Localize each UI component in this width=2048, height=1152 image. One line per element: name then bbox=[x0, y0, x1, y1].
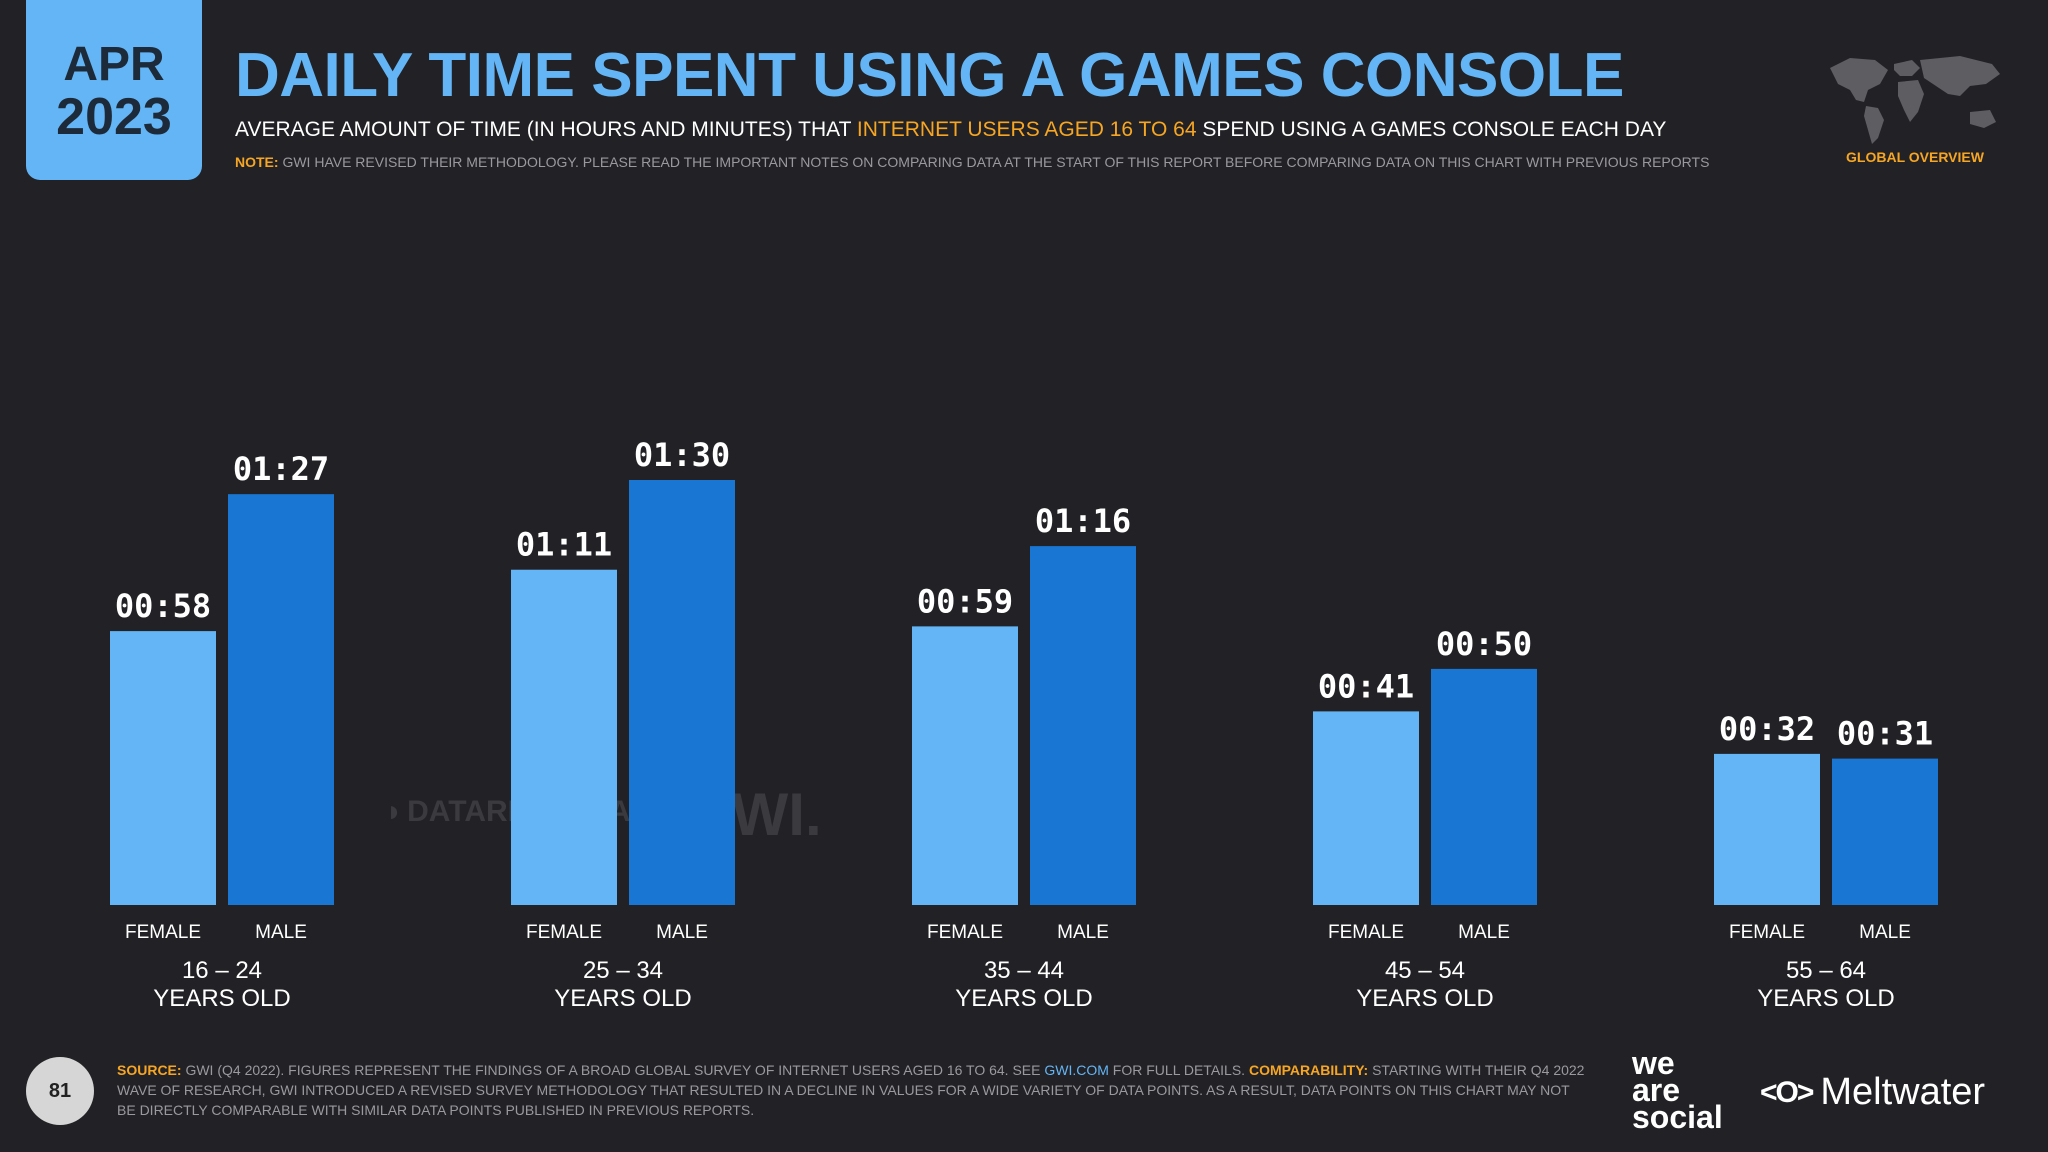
series-label-female-0: FEMALE bbox=[125, 922, 201, 943]
data-label-female-3: 00:41 bbox=[1318, 667, 1414, 705]
methodology-note: NOTE: GWI HAVE REVISED THEIR METHODOLOGY… bbox=[235, 154, 1709, 170]
subtitle-pre: AVERAGE AMOUNT OF TIME (IN HOURS AND MIN… bbox=[235, 118, 857, 141]
chart-subtitle: AVERAGE AMOUNT OF TIME (IN HOURS AND MIN… bbox=[235, 118, 1666, 142]
meltwater-mark-icon: <O> bbox=[1760, 1075, 1814, 1109]
series-label-female-1: FEMALE bbox=[526, 922, 602, 943]
series-label-male-0: MALE bbox=[255, 922, 307, 943]
source-label: SOURCE: bbox=[117, 1062, 182, 1078]
data-label-female-4: 00:32 bbox=[1719, 710, 1815, 748]
badge-year: 2023 bbox=[56, 88, 172, 146]
category-label-4-1: YEARS OLD bbox=[1757, 985, 1894, 1012]
subtitle-post: SPEND USING A GAMES CONSOLE EACH DAY bbox=[1196, 118, 1667, 141]
comparability-label: COMPARABILITY: bbox=[1248, 1062, 1369, 1078]
series-label-male-4: MALE bbox=[1859, 922, 1911, 943]
badge-month: APR bbox=[63, 38, 165, 91]
datareportal-logo-icon: ◗ bbox=[385, 795, 404, 828]
source-body-2: FOR FULL DETAILS. bbox=[1108, 1062, 1249, 1078]
category-label-1-1: YEARS OLD bbox=[554, 985, 691, 1012]
category-label-4-0: 55 – 64 bbox=[1786, 957, 1866, 984]
logo-word-social: social bbox=[1632, 1099, 1723, 1135]
bar-female-4 bbox=[1714, 753, 1820, 905]
world-map-icon bbox=[1830, 56, 2000, 144]
data-label-male-3: 00:50 bbox=[1436, 625, 1532, 663]
category-label-3-0: 45 – 54 bbox=[1385, 957, 1465, 984]
series-label-male-3: MALE bbox=[1458, 922, 1510, 943]
category-label-0-1: YEARS OLD bbox=[153, 985, 290, 1012]
comparability-text: STARTING WITH THEIR Q4 2022 WAVE OF RESE… bbox=[117, 1062, 1585, 1118]
date-badge: APR 2023 bbox=[26, 0, 202, 180]
bar-male-2 bbox=[1030, 546, 1136, 905]
category-label-2-0: 35 – 44 bbox=[984, 957, 1064, 984]
note-text: GWI HAVE REVISED THEIR METHODOLOGY. PLEA… bbox=[282, 154, 1710, 170]
source-text: SOURCE: GWI (Q4 2022). FIGURES REPRESENT… bbox=[117, 1060, 1587, 1120]
page-number: 81 bbox=[26, 1057, 94, 1125]
bar-female-3 bbox=[1313, 711, 1419, 905]
series-label-female-4: FEMALE bbox=[1729, 922, 1805, 943]
source-body: GWI (Q4 2022). FIGURES REPRESENT THE FIN… bbox=[181, 1062, 1045, 1078]
meltwater-wordmark: Meltwater bbox=[1820, 1071, 1986, 1113]
bar-female-2 bbox=[912, 626, 1018, 905]
bar-male-1 bbox=[629, 480, 735, 905]
data-label-male-2: 01:16 bbox=[1035, 502, 1131, 540]
series-label-female-3: FEMALE bbox=[1328, 922, 1404, 943]
data-label-female-2: 00:59 bbox=[917, 582, 1013, 620]
series-label-male-1: MALE bbox=[656, 922, 708, 943]
bar-female-0 bbox=[110, 631, 216, 905]
series-label-female-2: FEMALE bbox=[927, 922, 1003, 943]
bar-male-4 bbox=[1832, 758, 1938, 905]
meltwater-logo: <O> Meltwater bbox=[1760, 1071, 1985, 1114]
data-label-female-1: 01:11 bbox=[516, 526, 612, 564]
bar-male-3 bbox=[1431, 668, 1537, 905]
chart-title: DAILY TIME SPENT USING A GAMES CONSOLE bbox=[235, 41, 1624, 110]
note-label: NOTE: bbox=[235, 154, 279, 170]
subtitle-highlight: INTERNET USERS AGED 16 TO 64 bbox=[856, 118, 1197, 141]
bar-male-0 bbox=[228, 494, 334, 905]
data-label-male-0: 01:27 bbox=[233, 450, 329, 488]
category-label-1-0: 25 – 34 bbox=[583, 957, 663, 984]
category-label-3-1: YEARS OLD bbox=[1356, 985, 1493, 1012]
data-label-male-1: 01:30 bbox=[634, 436, 730, 474]
category-label-2-1: YEARS OLD bbox=[955, 985, 1092, 1012]
bar-female-1 bbox=[511, 569, 617, 905]
gwi-link[interactable]: GWI.COM bbox=[1044, 1062, 1109, 1078]
data-label-female-0: 00:58 bbox=[115, 587, 211, 625]
logo-word-are: are bbox=[1632, 1072, 1681, 1108]
region-label: GLOBAL OVERVIEW bbox=[1846, 149, 1984, 165]
logo-word-we: we bbox=[1632, 1045, 1675, 1081]
we-are-social-logo: we are social bbox=[1632, 1045, 1723, 1135]
data-label-male-4: 00:31 bbox=[1837, 715, 1933, 753]
series-label-male-2: MALE bbox=[1057, 922, 1109, 943]
category-label-0-0: 16 – 24 bbox=[182, 957, 262, 984]
